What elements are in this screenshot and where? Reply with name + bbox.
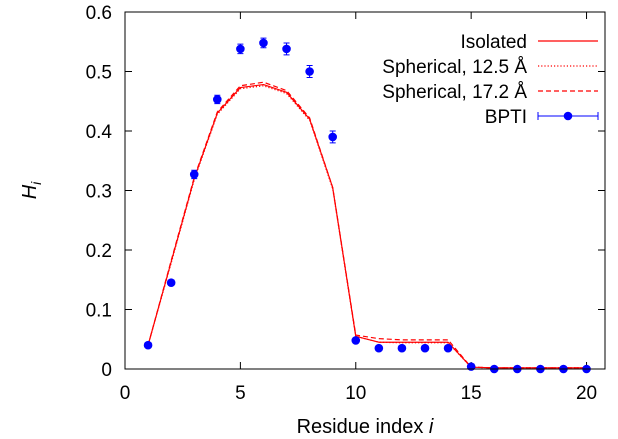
y-tick-label: 0	[101, 360, 112, 381]
y-tick-label: 0.1	[86, 301, 112, 322]
y-tick-label: 0.6	[86, 3, 112, 24]
legend-label-isolated: Isolated	[460, 32, 527, 53]
y-tick-label: 0.5	[86, 63, 112, 84]
series-line-spherical-12-5	[147, 85, 587, 369]
bpti-data-point	[143, 340, 153, 350]
bpti-data-point	[259, 38, 268, 48]
legend-swatch-bpti-point	[563, 111, 573, 121]
x-axis-label-main: Residue index	[297, 416, 429, 438]
plot-frame	[124, 11, 606, 370]
x-tick-label: 10	[345, 383, 366, 404]
bpti-data-point	[236, 44, 245, 54]
bpti-data-point	[374, 343, 384, 353]
legend: Isolated Spherical, 12.5 Å Spherical, 17.2…	[382, 32, 599, 128]
bpti-data-point	[351, 336, 361, 345]
bpti-data-point	[443, 343, 453, 353]
bpti-data-point	[213, 95, 222, 104]
x-axis-label: Residue index i	[297, 416, 434, 438]
y-axis-label-main: H	[19, 184, 41, 199]
y-tick-label: 0.3	[86, 182, 112, 203]
legend-label-spherical-17-2: Spherical, 17.2 Å	[382, 82, 527, 103]
legend-label-spherical-12-5: Spherical, 12.5 Å	[382, 57, 527, 78]
x-tick-label: 20	[576, 383, 597, 404]
x-tick-label: 15	[461, 383, 482, 404]
ticks-layer: 0 5 10 15 20 0 0.1 0.2 0.3 0.4 0.5 0.6	[86, 3, 605, 404]
bpti-data-point	[466, 362, 476, 371]
bpti-data-point	[305, 67, 314, 76]
bpti-data-point	[166, 278, 176, 288]
bpti-data-point	[397, 343, 407, 353]
x-axis-label-var: i	[429, 416, 434, 438]
y-tick-label: 0.2	[86, 241, 112, 262]
bpti-data-point	[282, 44, 291, 54]
y-axis-label-sub: i	[28, 181, 44, 185]
y-axis-label: Hi	[19, 181, 44, 199]
bpti-data-point	[420, 343, 430, 353]
bpti-data-point	[328, 132, 337, 142]
y-tick-label: 0.4	[86, 122, 113, 143]
x-tick-label: 5	[235, 383, 246, 404]
bpti-data-point	[189, 170, 199, 179]
x-tick-label: 0	[120, 383, 131, 404]
series-layer	[143, 37, 591, 374]
legend-label-bpti: BPTI	[485, 107, 527, 128]
